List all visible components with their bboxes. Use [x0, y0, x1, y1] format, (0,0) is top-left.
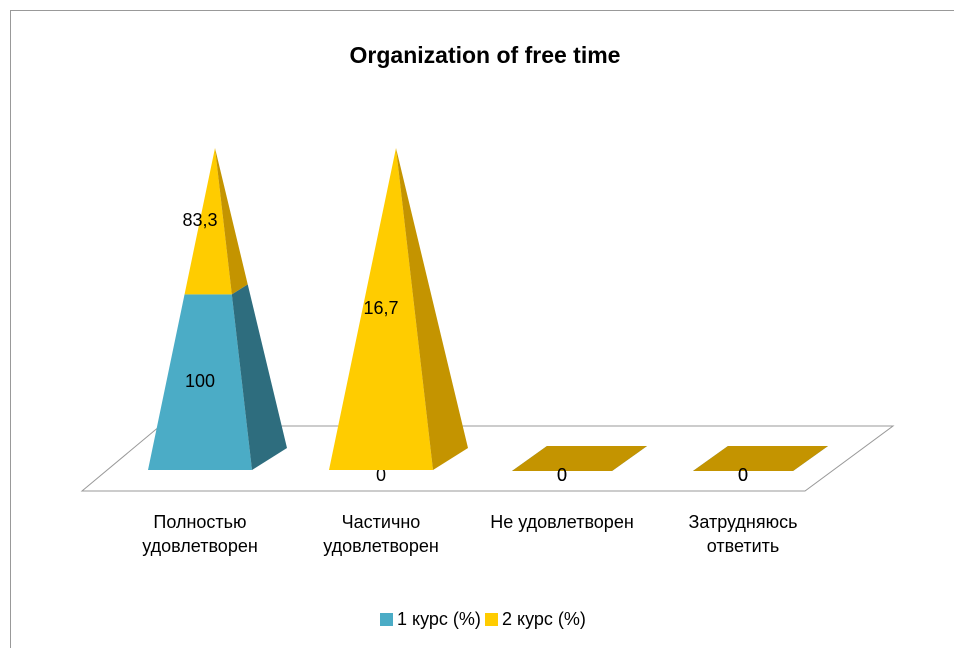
data-label: 100 — [185, 371, 215, 391]
data-label: 83,3 — [182, 210, 217, 230]
pyramid-segment — [693, 446, 828, 471]
zero-plate — [512, 446, 647, 471]
segment-front — [148, 294, 252, 470]
legend-label: 1 курс (%) — [397, 609, 481, 629]
legend-swatch — [380, 613, 393, 626]
x-tick-label: Полностью удовлетворен — [142, 512, 258, 556]
segment-side — [396, 148, 468, 470]
segment-front — [329, 148, 433, 470]
data-label: 16,7 — [363, 298, 398, 318]
data-label: 0 — [738, 465, 748, 485]
data-label: 0 — [738, 465, 748, 485]
x-tick-label: Не удовлетворен — [490, 512, 634, 532]
zero-plate — [693, 446, 828, 471]
data-label: 0 — [376, 465, 386, 485]
chart-title: Organization of free time — [350, 42, 621, 68]
x-tick-label: Затрудняюсь ответить — [688, 512, 798, 556]
data-label: 0 — [557, 465, 567, 485]
segment-side — [215, 148, 248, 295]
chart-border — [10, 10, 954, 648]
x-tick-label: Частично удовлетворен — [323, 512, 439, 556]
pyramid-segment — [512, 446, 647, 471]
pyramid-segment — [329, 148, 468, 470]
segment-front — [184, 148, 232, 295]
pyramid-segment — [184, 148, 248, 295]
legend-label: 2 курс (%) — [502, 609, 586, 629]
segment-side — [231, 284, 287, 470]
data-label: 0 — [557, 465, 567, 485]
pyramid-segment — [148, 284, 287, 470]
legend-swatch — [485, 613, 498, 626]
